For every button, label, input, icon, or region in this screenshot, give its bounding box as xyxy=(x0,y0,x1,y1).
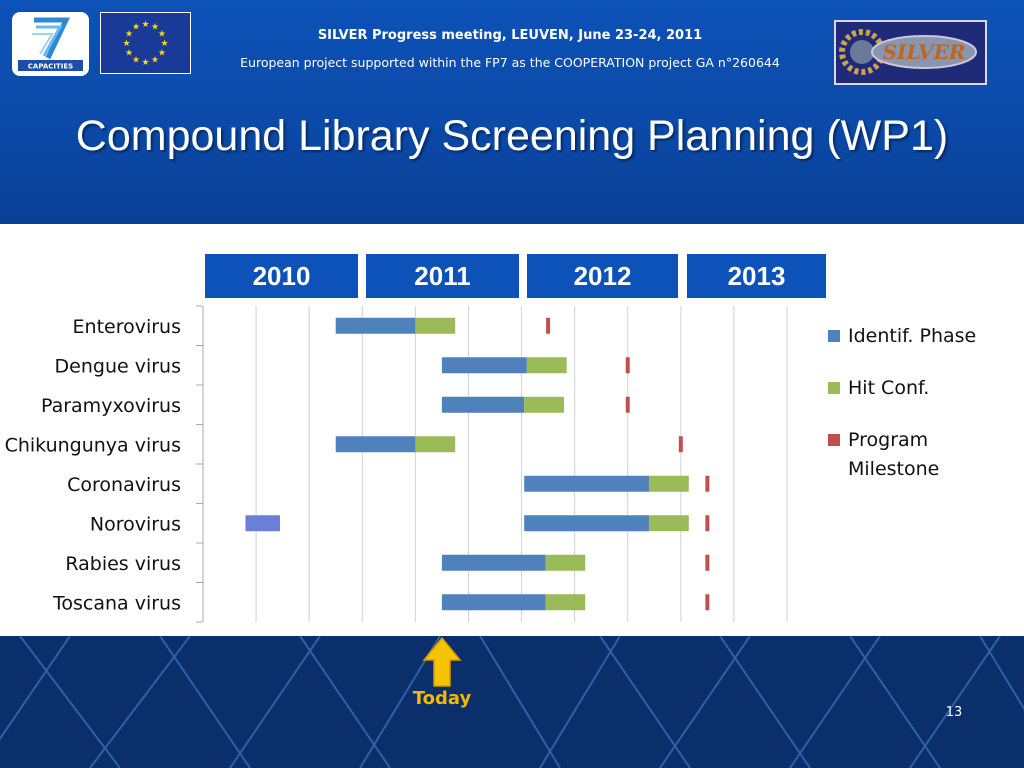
eu-star-icon: ★ xyxy=(151,55,159,65)
bar-identif-phase xyxy=(524,475,649,492)
eu-star-icon: ★ xyxy=(125,49,133,59)
page-number: 13 xyxy=(945,705,963,720)
milestone-marker xyxy=(625,357,630,374)
year-header-box xyxy=(687,254,826,298)
milestone-marker xyxy=(705,594,710,611)
legend-label: Milestone xyxy=(848,458,939,480)
legend-label: Hit Conf. xyxy=(848,377,929,399)
eu-star-icon: ★ xyxy=(125,30,133,40)
year-header-label: 2012 xyxy=(574,261,632,291)
bar-identif-phase xyxy=(524,515,649,532)
bar-hit-conf xyxy=(545,594,586,611)
eu-star-icon: ★ xyxy=(158,49,166,59)
bar-hit-conf xyxy=(648,515,689,532)
category-label: Dengue virus xyxy=(55,355,181,377)
silver-logo: SILVER xyxy=(834,20,987,85)
category-label: Chikungunya virus xyxy=(5,434,181,456)
project-subtitle: European project supported within the FP… xyxy=(240,55,780,70)
bar-hit-conf xyxy=(524,396,565,413)
eu-star-icon: ★ xyxy=(141,20,149,30)
meeting-title: SILVER Progress meeting, LEUVEN, June 23… xyxy=(317,28,703,43)
category-label: Toscana virus xyxy=(52,592,181,614)
milestone-marker xyxy=(705,475,710,492)
bar-identif-phase xyxy=(335,317,416,334)
milestone-marker xyxy=(678,436,683,453)
eu-flag-logo: ★ ★ ★ ★ ★ ★ ★ ★ ★ ★ ★ ★ xyxy=(100,12,191,74)
legend-label: Program xyxy=(848,429,928,451)
bar-hit-conf xyxy=(415,436,456,453)
milestone-marker xyxy=(546,317,551,334)
footer-band xyxy=(0,636,1024,768)
year-header-box xyxy=(205,254,358,298)
milestone-marker xyxy=(705,515,710,532)
bar-identif-phase xyxy=(441,554,546,571)
eu-star-icon: ★ xyxy=(158,30,166,40)
legend-swatch xyxy=(828,382,840,394)
silver-logo-text: SILVER xyxy=(883,40,966,64)
capacities-logo-text: CAPACITIES xyxy=(28,63,73,71)
gantt-chart: 2010 2011 2012 2013 Enterovirus Dengue virus P… xyxy=(0,224,1024,636)
eu-star-icon: ★ xyxy=(151,23,159,33)
capacities-logo: CAPACITIES xyxy=(12,12,89,76)
slide-title: Compound Library Screening Planning (WP1… xyxy=(75,112,949,160)
bar-hit-conf xyxy=(415,317,456,334)
eu-star-icon: ★ xyxy=(132,55,140,65)
year-header-label: 2011 xyxy=(414,261,470,291)
year-header-label: 2013 xyxy=(728,261,786,291)
today-label: Today xyxy=(412,688,472,709)
legend-swatch xyxy=(828,434,840,446)
eu-star-icon: ★ xyxy=(132,23,140,33)
bar-identif-phase xyxy=(441,357,527,374)
gantt-chart-svg: 2010 2011 2012 2013 Enterovirus Dengue virus P… xyxy=(5,254,976,623)
bar-identif-phase xyxy=(441,594,546,611)
today-arrow-icon xyxy=(422,636,462,687)
eu-star-icon: ★ xyxy=(141,58,149,68)
milestone-marker xyxy=(625,396,630,413)
category-label: Norovirus xyxy=(90,513,181,535)
legend-label: Identif. Phase xyxy=(848,325,976,347)
legend-swatch xyxy=(828,330,840,342)
category-label: Enterovirus xyxy=(73,316,181,338)
bar-identif-phase xyxy=(441,396,525,413)
year-header-label: 2010 xyxy=(253,261,311,291)
bar-hit-conf xyxy=(648,475,689,492)
category-label: Coronavirus xyxy=(67,474,181,496)
category-label: Paramyxovirus xyxy=(41,395,181,417)
milestone-marker xyxy=(705,554,710,571)
eu-star-icon: ★ xyxy=(160,39,168,49)
bar-hit-conf xyxy=(545,554,586,571)
bar-identif-phase xyxy=(335,436,416,453)
category-label: Rabies virus xyxy=(65,553,181,575)
year-header-box xyxy=(527,254,678,298)
bar-extra xyxy=(245,515,280,532)
bar-hit-conf xyxy=(526,357,567,374)
year-header-box xyxy=(366,254,519,298)
eu-star-icon: ★ xyxy=(122,39,130,49)
